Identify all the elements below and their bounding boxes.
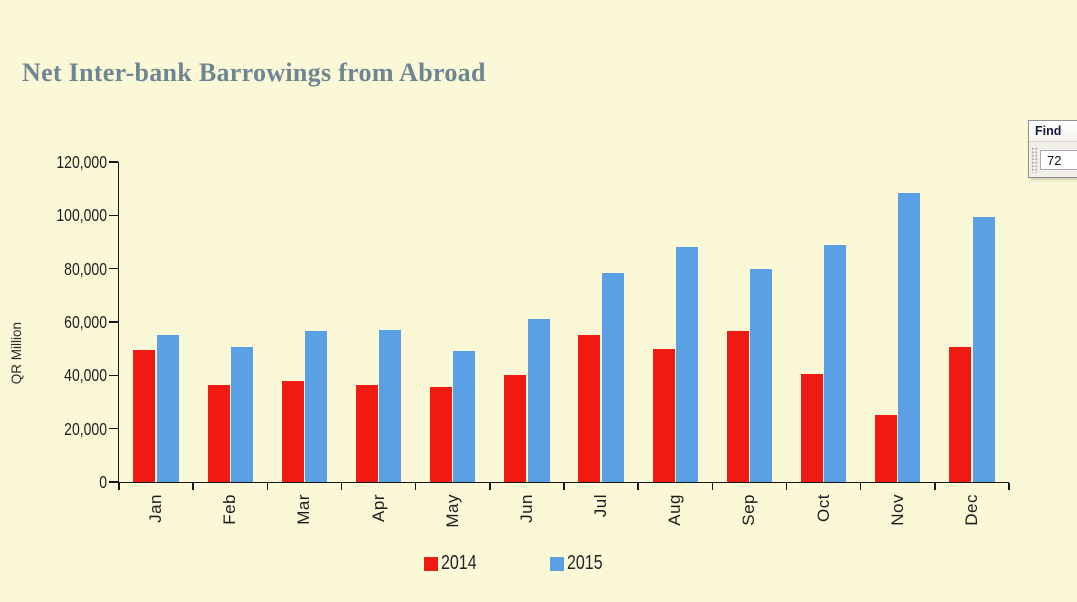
x-tick-label-sep: Sep — [739, 494, 759, 526]
y-tick-label: 0 — [99, 472, 107, 492]
y-tick-label: 60,000 — [64, 312, 107, 332]
x-tick-label-dec: Dec — [961, 494, 981, 526]
bar-2015-Dec — [972, 216, 995, 482]
chart-title: Net Inter-bank Barrowings from Abroad — [22, 58, 486, 87]
bar-2014-May — [430, 387, 453, 482]
x-axis-tick — [118, 483, 120, 490]
x-axis-tick — [934, 483, 936, 490]
bar-2015-Jul — [601, 272, 624, 482]
drag-grip-icon[interactable] — [1031, 147, 1038, 173]
x-tick-label-jul: Jul — [591, 494, 611, 518]
bar-2015-Jan — [156, 335, 179, 482]
x-axis-tick — [266, 483, 269, 490]
legend-item-2014: 2014 — [424, 552, 486, 574]
x-axis-tick — [785, 483, 788, 490]
bar-2014-Sep — [726, 331, 749, 482]
bar-2015-Oct — [824, 244, 847, 482]
bar-2015-May — [453, 351, 476, 482]
bar-2014-Jun — [504, 375, 527, 482]
y-tick-label: 80,000 — [64, 258, 107, 279]
legend-swatch-2014 — [424, 556, 438, 571]
find-panel-titlebar[interactable]: Find — [1029, 121, 1077, 142]
legend-item-2015: 2015 — [550, 552, 612, 574]
bar-2015-Apr — [379, 330, 402, 482]
plot-area: 0 20,000 40,000 60,000 80,000 100,000 120,000 J… — [56, 152, 1010, 528]
bar-2014-Jan — [133, 350, 156, 482]
find-panel: Find — [1028, 120, 1077, 178]
x-axis-tick — [1008, 483, 1010, 490]
x-axis-tick — [340, 483, 343, 490]
x-axis-tick — [711, 483, 714, 490]
find-input[interactable] — [1040, 150, 1077, 170]
x-tick-label-jan: Jan — [146, 494, 166, 523]
x-tick-label-mar: Mar — [294, 494, 314, 525]
y-axis-title: QR Million — [9, 322, 24, 385]
bar-2015-Aug — [675, 247, 698, 482]
y-axis-tick — [109, 267, 118, 270]
y-tick-label: 40,000 — [64, 365, 107, 386]
bar-2014-Jul — [578, 335, 601, 482]
y-tick-label: 20,000 — [64, 418, 107, 439]
y-axis-tick — [109, 321, 118, 323]
y-tick-label: 120,000 — [56, 152, 107, 172]
x-tick-label-oct: Oct — [813, 494, 833, 522]
x-tick-label-apr: Apr — [368, 494, 388, 522]
bar-2015-Mar — [305, 331, 328, 482]
x-axis-tick — [637, 483, 639, 490]
bar-2015-Sep — [750, 268, 773, 482]
legend-label-2014: 2014 — [441, 552, 477, 574]
y-axis-tick — [109, 427, 118, 430]
x-tick-label-jun: Jun — [516, 494, 536, 523]
y-tick-label: 100,000 — [56, 205, 107, 226]
x-axis-tick — [859, 483, 862, 490]
legend-swatch-2015 — [550, 556, 564, 571]
find-panel-body — [1029, 142, 1077, 178]
y-axis-tick — [109, 481, 118, 483]
bar-2015-Feb — [230, 347, 253, 482]
y-axis-tick — [109, 161, 118, 163]
bar-2015-Nov — [898, 192, 921, 482]
x-axis-tick — [414, 483, 417, 490]
y-axis-tick — [109, 374, 118, 377]
x-axis-tick — [563, 483, 565, 490]
bar-2014-Feb — [207, 384, 230, 482]
bar-2014-Mar — [281, 380, 304, 482]
bar-2015-Jun — [527, 319, 550, 482]
x-tick-label-aug: Aug — [665, 494, 685, 526]
x-axis-tick — [192, 483, 194, 490]
y-axis-tick — [109, 214, 118, 217]
bar-2014-Dec — [949, 347, 972, 482]
x-tick-label-feb: Feb — [220, 494, 240, 525]
x-tick-label-may: May — [442, 494, 462, 528]
legend-label-2015: 2015 — [567, 552, 603, 574]
bar-2014-Nov — [875, 415, 898, 482]
x-tick-label-nov: Nov — [887, 494, 907, 526]
bar-2014-Aug — [652, 348, 675, 482]
x-axis-tick — [489, 483, 491, 490]
bar-2014-Oct — [800, 374, 823, 482]
bar-2014-Apr — [355, 384, 378, 482]
